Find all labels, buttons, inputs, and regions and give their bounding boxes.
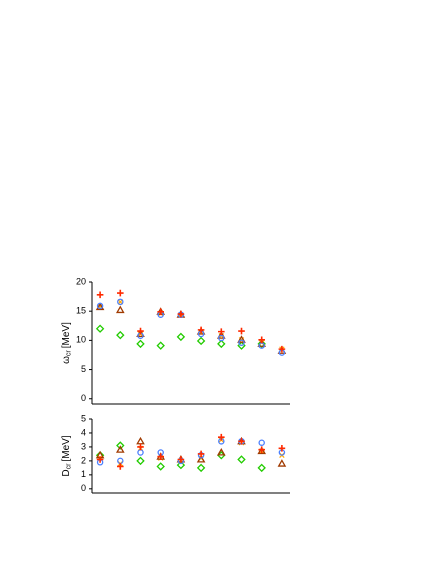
marker-triangle	[95, 302, 105, 311]
marker-diamond	[176, 460, 186, 470]
marker-circle	[238, 339, 245, 346]
marker-plus	[197, 450, 205, 458]
marker-diamond	[257, 339, 266, 349]
marker-plus	[218, 433, 225, 441]
marker-plus	[137, 327, 144, 335]
marker-diamond	[116, 441, 125, 450]
marker-diamond	[95, 324, 105, 333]
marker-triangle	[257, 446, 267, 455]
marker-circle	[117, 298, 124, 306]
marker-triangle	[277, 459, 287, 467]
marker-plus	[157, 308, 164, 316]
marker-diamond	[136, 456, 145, 466]
y-tick-label: 4	[81, 427, 86, 437]
marker-plus	[177, 456, 185, 463]
y-tick-label: 0	[81, 483, 86, 493]
y-axis-label: Dcr [MeV]	[61, 435, 73, 476]
marker-circle	[117, 457, 124, 465]
y-tick-label: 3	[81, 441, 86, 451]
marker-circle	[258, 439, 265, 446]
marker-diamond	[136, 339, 145, 349]
marker-diamond	[156, 341, 165, 350]
marker-triangle	[196, 454, 206, 463]
marker-plus	[157, 453, 164, 460]
marker-diamond	[156, 462, 165, 471]
y-tick-label: 2	[81, 455, 86, 465]
y-label-symbol: D	[61, 469, 72, 476]
marker-diamond	[196, 463, 206, 473]
marker-plus	[117, 289, 124, 297]
marker-diamond	[217, 339, 226, 349]
marker-circle	[218, 334, 225, 342]
marker-plus	[218, 328, 225, 335]
y-tick-label: 15	[76, 306, 86, 316]
marker-plus	[238, 327, 245, 335]
marker-triangle	[237, 335, 246, 343]
y-label-unit: [MeV]	[61, 435, 72, 461]
marker-circle	[137, 449, 144, 456]
y-tick-label: 1	[81, 469, 86, 479]
marker-plus	[197, 326, 205, 334]
marker-triangle	[136, 436, 145, 445]
marker-plus	[137, 443, 144, 451]
marker-circle	[96, 302, 104, 310]
marker-plus	[96, 291, 104, 299]
marker-diamond	[237, 455, 246, 464]
marker-diamond	[257, 463, 266, 473]
marker-diamond	[116, 330, 125, 340]
y-tick-label: 0	[81, 393, 86, 403]
y-tick-label: 5	[81, 413, 86, 423]
marker-plus	[278, 345, 286, 353]
marker-triangle	[115, 305, 125, 314]
y-axis-label: ωcr [MeV]	[61, 322, 73, 364]
y-label-unit: [MeV]	[61, 322, 72, 348]
y-tick-label: 20	[76, 276, 86, 286]
marker-plus	[238, 438, 245, 445]
marker-plus	[258, 336, 265, 344]
y-tick-label: 5	[81, 364, 86, 374]
y-tick-label: 10	[76, 335, 86, 345]
marker-diamond	[176, 332, 186, 342]
y-label-symbol: ω	[61, 356, 72, 364]
marker-plus	[258, 446, 265, 454]
marker-plus	[278, 445, 286, 452]
marker-plus	[117, 463, 124, 470]
marker-triangle	[216, 447, 226, 456]
marker-plus	[96, 456, 104, 463]
y-label-subscript: cr	[65, 463, 72, 470]
marker-plus	[177, 310, 185, 318]
marker-diamond	[196, 336, 206, 346]
marker-triangle	[115, 445, 125, 453]
y-label-subscript: cr	[65, 350, 72, 357]
